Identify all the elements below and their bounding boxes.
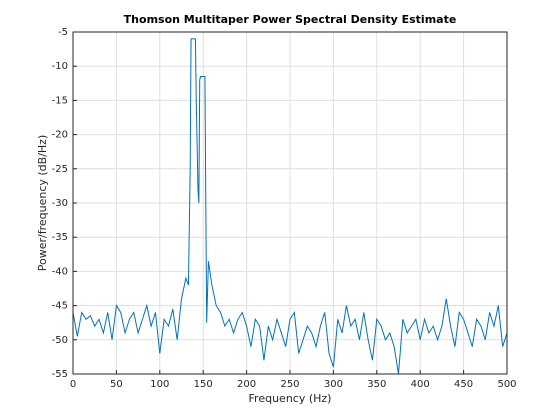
x-tick-label: 50: [110, 379, 123, 390]
y-axis-label: Power/frequency (dB/Hz): [36, 135, 49, 272]
axes-box: [72, 31, 508, 375]
x-tick-label: 500: [497, 379, 516, 390]
y-tick-label: -25: [52, 164, 68, 175]
x-tick-label: 350: [367, 379, 386, 390]
x-axis-label: Frequency (Hz): [249, 392, 332, 405]
data-line: [72, 38, 508, 375]
x-tick-label: 300: [324, 379, 343, 390]
x-tick-label: 400: [411, 379, 430, 390]
y-tick-label: -20: [52, 130, 68, 141]
x-tick-label: 100: [150, 379, 169, 390]
x-tick-label: 150: [194, 379, 213, 390]
x-tick-label: 0: [70, 379, 76, 390]
y-tick-label: -35: [52, 232, 68, 243]
y-tick-label: -50: [52, 335, 68, 346]
y-tick-label: -15: [52, 95, 68, 106]
y-tick-label: -10: [52, 61, 68, 72]
y-tick-label: -40: [52, 266, 68, 277]
y-tick-label: -5: [58, 27, 68, 38]
x-tick-label: 450: [454, 379, 473, 390]
y-tick-label: -30: [52, 198, 68, 209]
y-tick-label: -45: [52, 301, 68, 312]
x-tick-label: 250: [280, 379, 299, 390]
chart-title: Thomson Multitaper Power Spectral Densit…: [124, 13, 457, 26]
x-tick-label: 200: [237, 379, 256, 390]
y-tick-label: -55: [52, 369, 68, 380]
